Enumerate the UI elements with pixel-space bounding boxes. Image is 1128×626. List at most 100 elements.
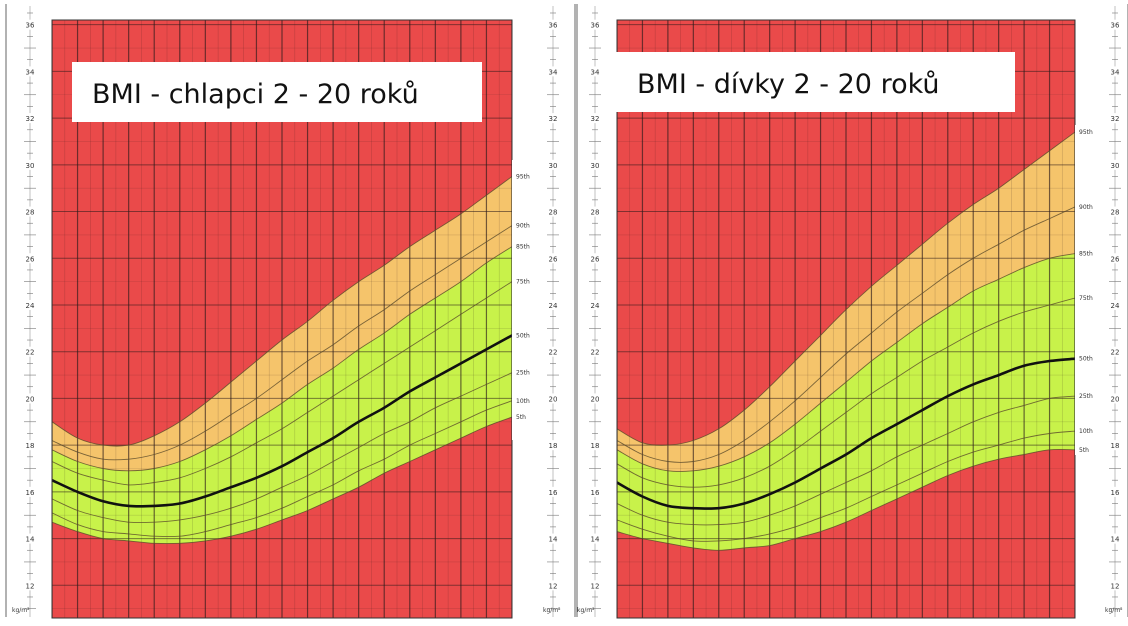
tick-label-bg [22, 66, 38, 77]
unit-label: kg/m² [543, 607, 561, 614]
y-tick-label: 34 [1111, 68, 1120, 76]
y-axis-scales: 36 34 32 30 28 26 24 22 20 18 16 14 12 kg/m² 36 34 32 30 2… [576, 4, 1128, 617]
tick-label-bg [1107, 66, 1123, 77]
y-tick-label: 34 [549, 68, 558, 76]
percentile-label-25th: 25th [516, 370, 530, 377]
y-tick-label: 32 [549, 115, 558, 123]
y-tick-label: 22 [1111, 349, 1120, 357]
unit-label: kg/m² [577, 607, 595, 614]
tick-label-bg [22, 299, 38, 310]
y-tick-label: 30 [1111, 162, 1120, 170]
percentile-label-5th: 5th [516, 414, 526, 421]
grid [617, 20, 1075, 618]
tick-label-bg [1107, 533, 1123, 544]
tick-label-bg [587, 346, 603, 357]
y-axis-scales: 36 34 32 30 28 26 24 22 20 18 16 14 12 kg/m² 36 34 32 30 2… [5, 4, 576, 617]
percentile-label-85th: 85th [516, 244, 530, 251]
tick-label-bg [587, 159, 603, 170]
tick-label-bg [1107, 486, 1123, 497]
y-tick-label: 22 [591, 349, 600, 357]
percentile-curve-95th [617, 131, 1075, 446]
y-tick-label: 34 [26, 68, 35, 76]
y-tick-label: 36 [591, 22, 600, 30]
y-tick-label: 12 [26, 582, 35, 590]
girls-bmi-chart: 36 34 32 30 28 26 24 22 20 18 16 14 12 kg/m² 36 34 32 30 2… [576, 4, 1128, 619]
percentile-curve-5th [617, 448, 1075, 551]
tick-label-bg [22, 440, 38, 451]
chart-title-box [615, 52, 1015, 112]
y-tick-label: 16 [591, 489, 600, 497]
y-tick-label: 26 [549, 255, 558, 263]
tick-label-bg [587, 533, 603, 544]
percentile-curve-5th [52, 416, 512, 544]
tick-label-bg [587, 580, 603, 591]
y-tick-label: 18 [1111, 442, 1120, 450]
tick-label-bg [587, 253, 603, 264]
percentile-label-90th: 90th [516, 223, 530, 230]
tick-label-bg [545, 206, 561, 217]
y-tick-label: 36 [1111, 22, 1120, 30]
tick-label-bg [545, 533, 561, 544]
tick-label-bg [545, 580, 561, 591]
tick-label-bg [587, 66, 603, 77]
tick-label-bg [22, 580, 38, 591]
healthy-band [52, 246, 512, 544]
tick-label-bg [545, 113, 561, 124]
y-tick-label: 32 [591, 115, 600, 123]
y-tick-label: 34 [591, 68, 600, 76]
y-tick-label: 36 [549, 22, 558, 30]
tick-label-bg [22, 346, 38, 357]
y-tick-label: 24 [591, 302, 600, 310]
y-tick-label: 22 [26, 349, 35, 357]
tick-label-bg [545, 486, 561, 497]
percentile-curve-10th [617, 430, 1075, 542]
percentile-curve-50th [52, 334, 512, 508]
y-tick-label: 12 [591, 582, 600, 590]
percentile-curve-50th [617, 357, 1075, 510]
y-tick-label: 24 [549, 302, 558, 310]
tick-label-bg [545, 393, 561, 404]
percentile-label-strip [1075, 125, 1103, 455]
percentile-label-25th: 25th [1079, 393, 1093, 400]
tick-label-bg [1107, 159, 1123, 170]
y-tick-label: 24 [26, 302, 35, 310]
y-tick-label: 14 [1111, 536, 1120, 544]
tick-label-bg [587, 486, 603, 497]
y-tick-label: 16 [1111, 489, 1120, 497]
y-tick-label: 16 [549, 489, 558, 497]
percentile-label-50th: 50th [516, 332, 530, 339]
chart-title: BMI - chlapci 2 - 20 roků [92, 79, 419, 110]
percentile-label-50th: 50th [1079, 356, 1093, 363]
y-tick-label: 14 [591, 536, 600, 544]
percentile-curve-90th [52, 225, 512, 461]
tick-label-bg [22, 159, 38, 170]
y-tick-label: 18 [591, 442, 600, 450]
unit-label: kg/m² [12, 607, 30, 614]
y-tick-label: 22 [549, 349, 558, 357]
tick-label-bg [1107, 346, 1123, 357]
tick-label-bg [545, 346, 561, 357]
tick-label-bg [587, 19, 603, 30]
y-tick-label: 36 [26, 22, 35, 30]
y-tick-label: 30 [26, 162, 35, 170]
plot-area [617, 20, 1075, 618]
tick-label-bg [545, 19, 561, 30]
tick-label-bg [1107, 393, 1123, 404]
tick-label-bg [1107, 580, 1123, 591]
tick-label-bg [545, 159, 561, 170]
y-tick-label: 12 [549, 582, 558, 590]
percentile-label-75th: 75th [1079, 295, 1093, 302]
y-tick-label: 26 [591, 255, 600, 263]
tick-label-bg [22, 113, 38, 124]
tick-label-bg [22, 533, 38, 544]
percentile-curves [52, 176, 512, 544]
tick-label-bg [1107, 19, 1123, 30]
tick-label-bg [22, 253, 38, 264]
percentile-label-strip [512, 160, 540, 440]
tick-label-bg [22, 206, 38, 217]
overweight-band [617, 132, 1075, 472]
tick-label-bg [1107, 253, 1123, 264]
percentile-label-95th: 95th [1079, 129, 1093, 136]
